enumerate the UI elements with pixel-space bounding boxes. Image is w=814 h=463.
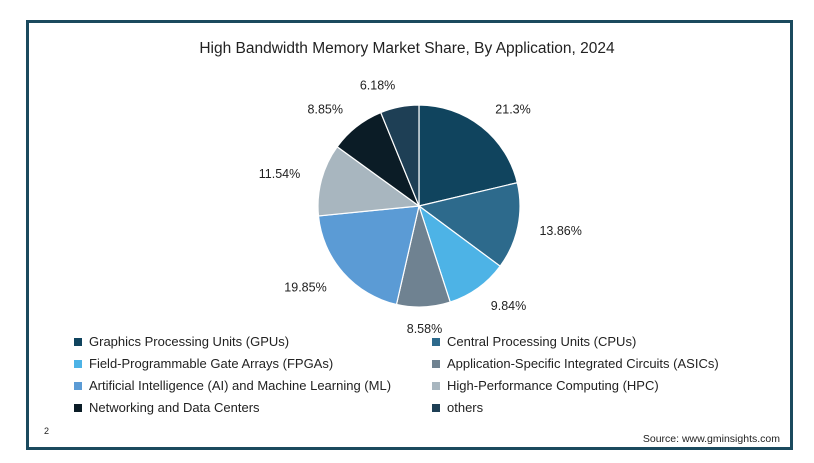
pie-slice bbox=[317, 205, 420, 306]
legend-label: Networking and Data Centers bbox=[89, 400, 260, 415]
legend-item: Central Processing Units (CPUs) bbox=[432, 334, 636, 349]
slice-value-label: 21.3% bbox=[495, 103, 530, 117]
slice-value-label: 19.85% bbox=[284, 280, 326, 294]
legend-label: others bbox=[447, 400, 484, 415]
legend-swatch bbox=[432, 359, 440, 368]
chart-title: High Bandwidth Memory Market Share, By A… bbox=[199, 40, 615, 57]
pie-slice bbox=[379, 104, 420, 207]
pie-slice bbox=[418, 104, 519, 207]
legend-swatch bbox=[432, 381, 440, 390]
legend-item: others bbox=[432, 400, 483, 415]
legend-item: Field-Programmable Gate Arrays (FPGAs) bbox=[74, 356, 333, 371]
slice-value-label: 8.58% bbox=[407, 322, 442, 336]
slice-value-label: 9.84% bbox=[491, 299, 526, 313]
slice-value-label: 6.18% bbox=[360, 78, 395, 92]
pie-slice bbox=[317, 145, 421, 217]
page-number: 2 bbox=[44, 426, 50, 436]
slice-value-label: 11.54% bbox=[259, 167, 300, 181]
legend-label: Application-Specific Integrated Circuits… bbox=[447, 356, 719, 371]
legend-label: Artificial Intelligence (AI) and Machine… bbox=[89, 378, 392, 393]
legend-label: High-Performance Computing (HPC) bbox=[447, 378, 659, 393]
legend-swatch bbox=[74, 359, 82, 368]
legend-swatch bbox=[74, 337, 82, 346]
legend-swatch bbox=[74, 381, 82, 390]
pie-slice bbox=[417, 182, 521, 268]
legend-item: High-Performance Computing (HPC) bbox=[432, 378, 659, 393]
legend-swatch bbox=[432, 403, 440, 412]
legend-label: Field-Programmable Gate Arrays (FPGAs) bbox=[89, 356, 334, 371]
source-note: Source: www.gminsights.com bbox=[642, 433, 780, 445]
legend-item: Artificial Intelligence (AI) and Machine… bbox=[74, 378, 391, 393]
legend-item: Application-Specific Integrated Circuits… bbox=[432, 356, 719, 371]
slice-value-label: 8.85% bbox=[308, 102, 343, 116]
legend-item: Networking and Data Centers bbox=[74, 400, 260, 415]
legend-swatch bbox=[74, 403, 82, 412]
legend-label: Central Processing Units (CPUs) bbox=[447, 334, 637, 349]
legend-item: Graphics Processing Units (GPUs) bbox=[74, 334, 289, 349]
legend-swatch bbox=[432, 337, 440, 346]
legend-label: Graphics Processing Units (GPUs) bbox=[89, 334, 290, 349]
slice-value-label: 13.86% bbox=[539, 224, 581, 238]
